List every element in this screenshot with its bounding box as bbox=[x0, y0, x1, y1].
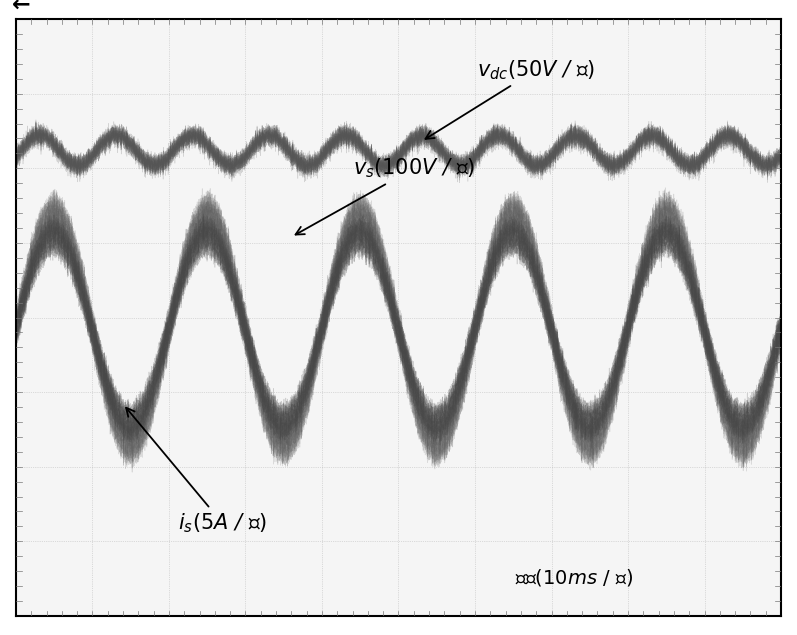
Text: 时间$(10ms$ / 格$)$: 时间$(10ms$ / 格$)$ bbox=[516, 566, 634, 587]
Text: $v_{dc}$$(50V$ / 格$)$: $v_{dc}$$(50V$ / 格$)$ bbox=[426, 58, 595, 139]
Text: $v_{s}$$(100V$ / 格$)$: $v_{s}$$(100V$ / 格$)$ bbox=[296, 157, 475, 234]
Text: ←: ← bbox=[12, 0, 31, 14]
Text: $i_{s}$$(5A$ / 格$)$: $i_{s}$$(5A$ / 格$)$ bbox=[126, 408, 267, 535]
